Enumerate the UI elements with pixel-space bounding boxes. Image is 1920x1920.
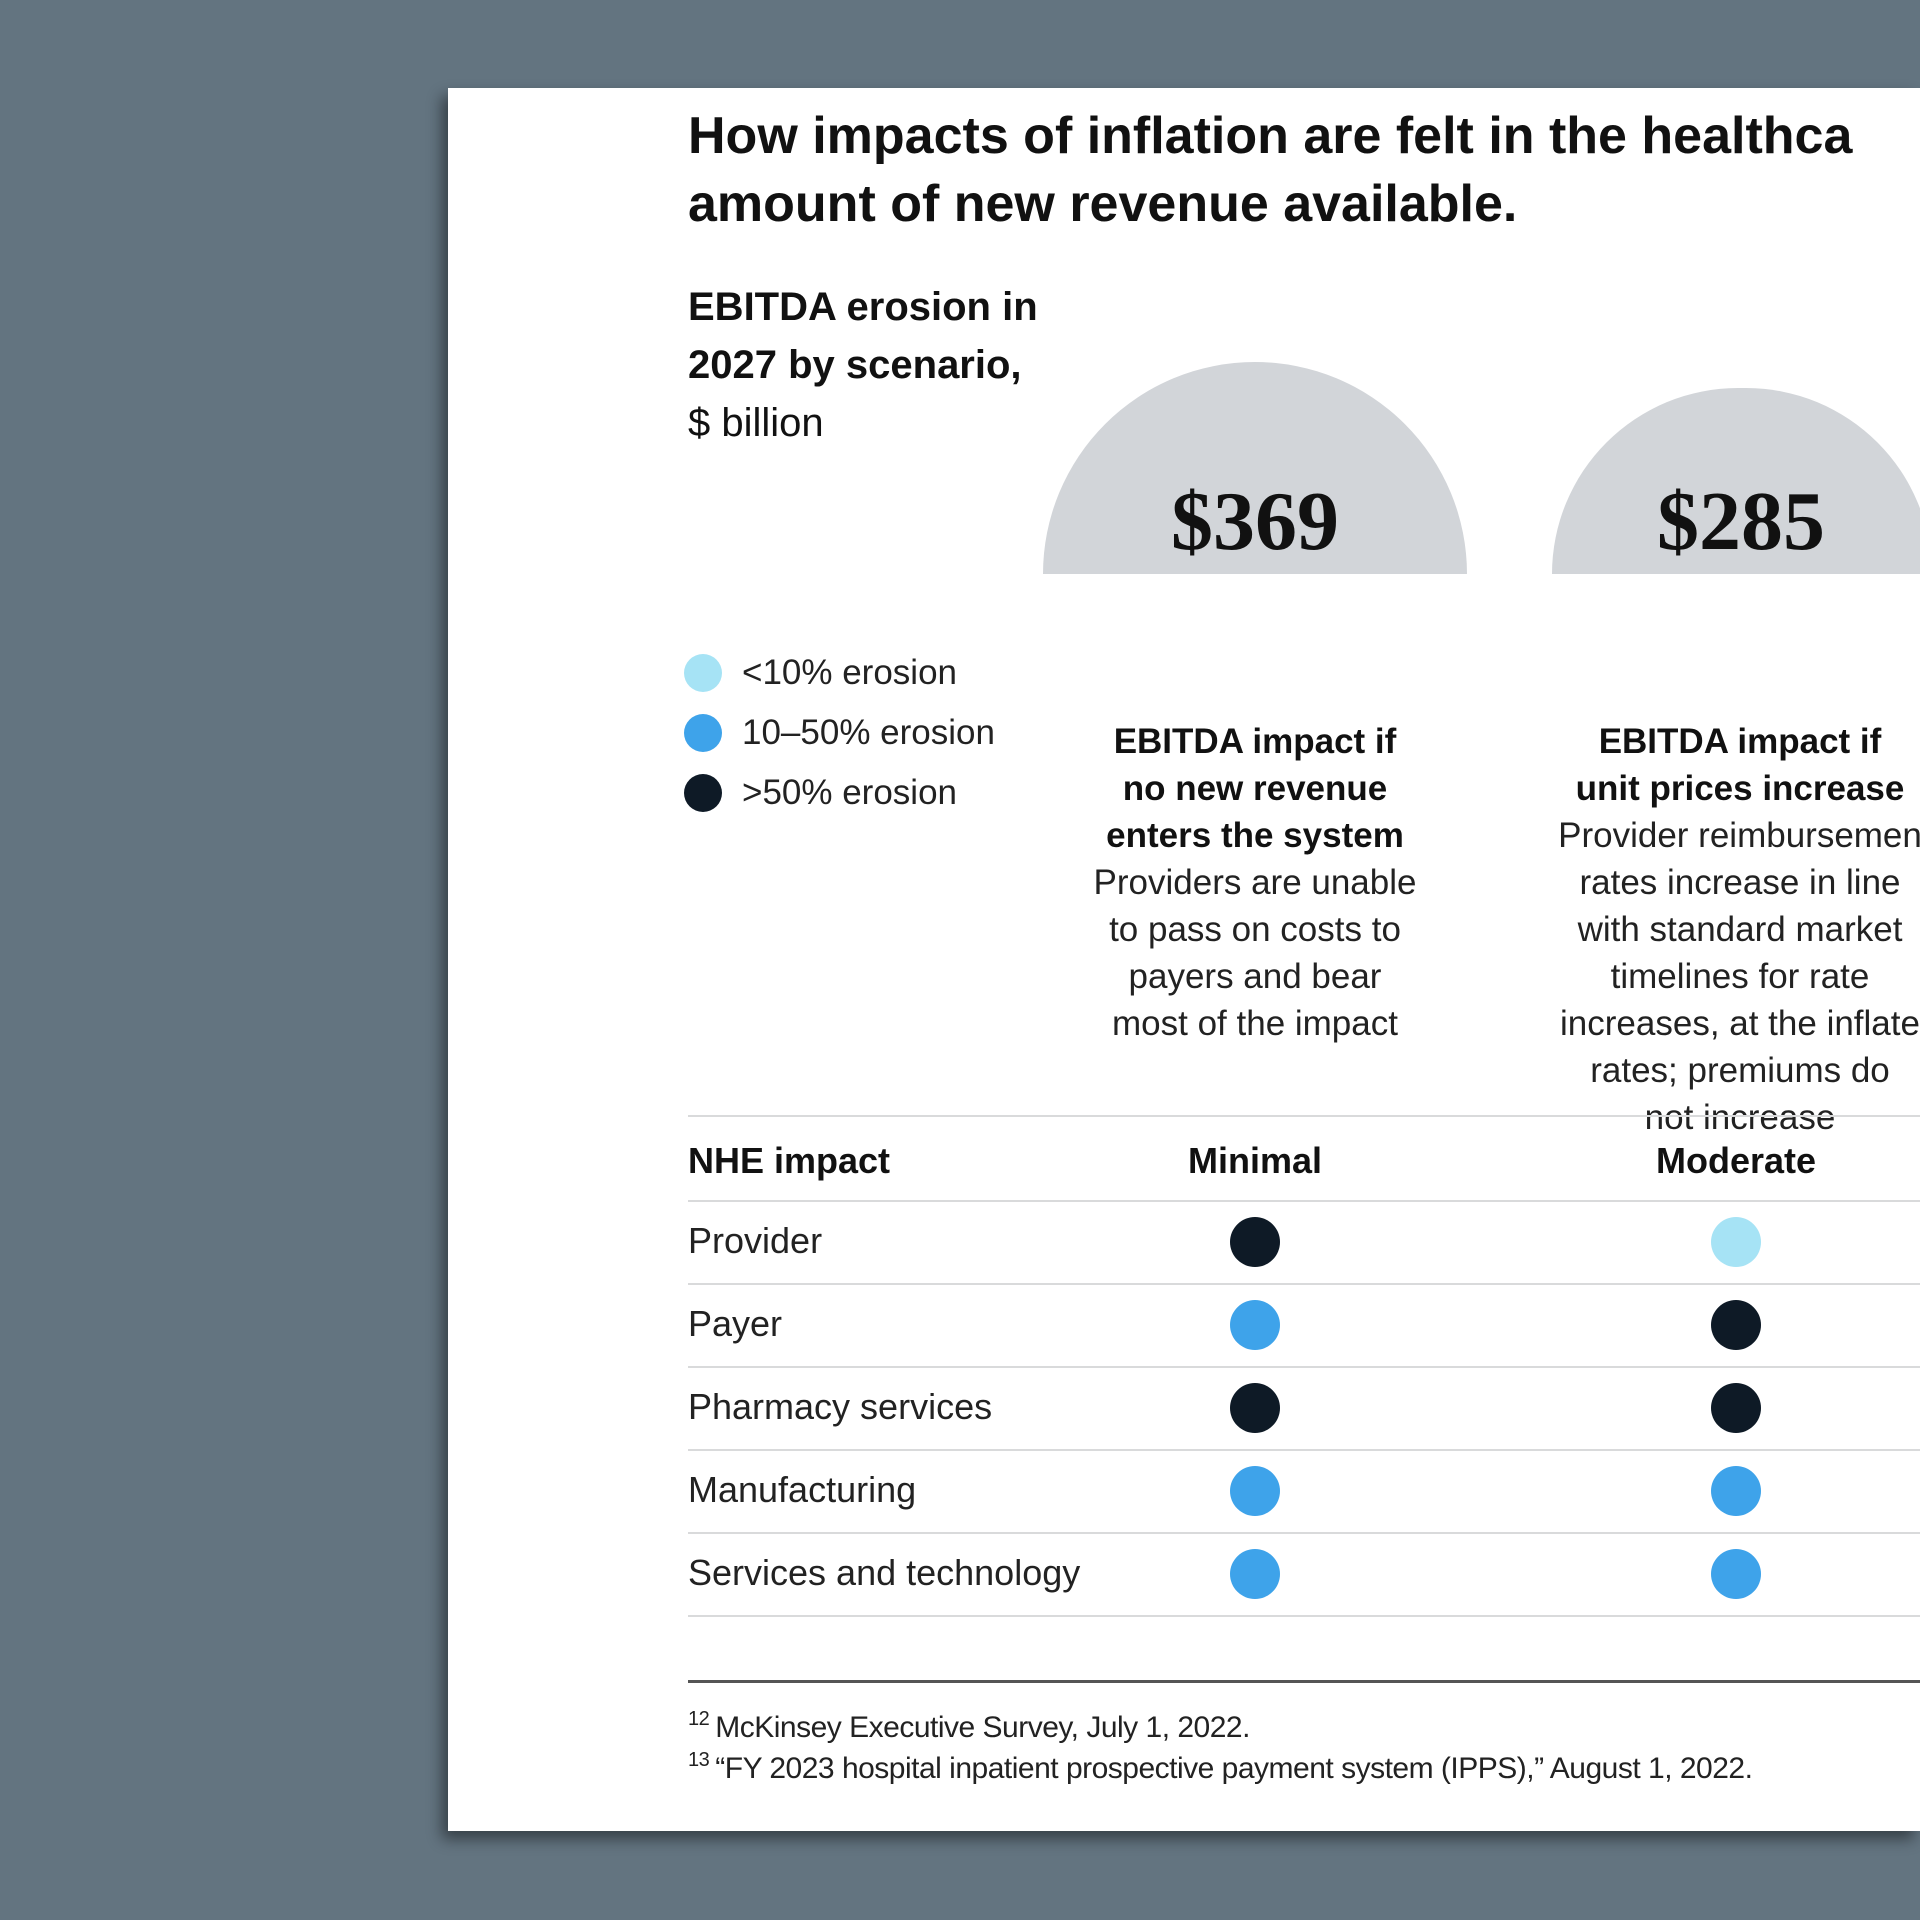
legend-label: 10–50% erosion xyxy=(742,713,995,752)
table-row-label: Pharmacy services xyxy=(688,1385,993,1427)
table-cell-dot-col2 xyxy=(1711,1548,1761,1599)
legend-label: <10% erosion xyxy=(742,653,958,692)
scenario-1-value: $369 xyxy=(1171,475,1339,568)
scenario-1-desc-line: to pass on costs to xyxy=(1109,910,1401,949)
table-cell-dot-col1 xyxy=(1230,1299,1280,1350)
chart-title-line-2: 2027 by scenario, xyxy=(688,343,1022,387)
legend-swatch-low xyxy=(684,654,722,692)
scenario-2-desc-line: with standard market xyxy=(1577,910,1903,949)
footnote-rule xyxy=(688,1680,1920,1683)
table-top-rule xyxy=(688,1115,1920,1117)
scenario-2-desc-line: timelines for rate xyxy=(1610,957,1870,996)
chart-title-unit: $ billion xyxy=(688,401,824,445)
scenario-2-desc-line: Provider reimbursemen xyxy=(1558,816,1920,855)
table-cell-dot-col2 xyxy=(1711,1382,1761,1433)
scenario-2-text: EBITDA impact if unit prices increase Pr… xyxy=(1520,718,1920,1141)
table-row-rule xyxy=(688,1283,1920,1285)
table-row-rule xyxy=(688,1532,1920,1534)
chart-title: EBITDA erosion in 2027 by scenario, $ bi… xyxy=(688,278,1038,452)
scenario-1-title-line: enters the system xyxy=(1106,816,1404,855)
headline-line-1: How impacts of inflation are felt in the… xyxy=(688,107,1853,165)
scenario-1-desc-line: payers and bear xyxy=(1128,957,1382,996)
table-row-rule xyxy=(688,1615,1920,1617)
table-cell-dot-col1 xyxy=(1230,1216,1280,1267)
legend-item: <10% erosion xyxy=(684,643,995,703)
footnote-number: 12 xyxy=(688,1708,710,1730)
table-cell-dot-col2 xyxy=(1711,1216,1761,1267)
table-row-label: Provider xyxy=(688,1219,823,1261)
table-row-rule xyxy=(688,1449,1920,1451)
table-cell-dot-col1 xyxy=(1230,1465,1280,1516)
legend: <10% erosion 10–50% erosion >50% erosion xyxy=(684,643,995,823)
legend-label: >50% erosion xyxy=(742,773,958,812)
table-cell-dot-col2 xyxy=(1711,1465,1761,1516)
table-header-minimal: Minimal xyxy=(1187,1140,1322,1181)
scenario-2-desc-line: rates; premiums do xyxy=(1590,1051,1890,1090)
legend-swatch-mid xyxy=(684,714,722,752)
footnote-12: 12 McKinsey Executive Survey, July 1, 202… xyxy=(688,1708,1250,1745)
legend-item: >50% erosion xyxy=(684,763,995,823)
scenario-1-text: EBITDA impact if no new revenue enters t… xyxy=(1043,718,1467,1047)
scenario-2-desc-line: not increase xyxy=(1644,1098,1836,1137)
chart-title-line-1: EBITDA erosion in xyxy=(688,285,1038,329)
scenario-2-title-line: EBITDA impact if xyxy=(1598,722,1882,761)
table-header-label: NHE impact xyxy=(688,1140,891,1181)
table-row-label: Manufacturing xyxy=(688,1468,917,1510)
scenario-1-desc-line: Providers are unable xyxy=(1093,863,1417,902)
table-cell-dot-col1 xyxy=(1230,1382,1280,1433)
scenario-1-title-line: no new revenue xyxy=(1122,769,1388,808)
document-page: How impacts of inflation are felt in the… xyxy=(448,88,1920,1831)
scenario-2-desc-line: increases, at the inflate xyxy=(1560,1004,1920,1043)
table-header-rule xyxy=(688,1200,1920,1202)
scenario-1-title-line: EBITDA impact if xyxy=(1113,722,1397,761)
footnote-text: McKinsey Executive Survey, July 1, 2022. xyxy=(715,1711,1250,1744)
table-row-label: Services and technology xyxy=(688,1551,1081,1593)
table-row-rule xyxy=(688,1366,1920,1368)
headline-line-2: amount of new revenue available. xyxy=(688,175,1518,233)
table-header-moderate: Moderate xyxy=(1655,1140,1817,1181)
headline: How impacts of inflation are felt in the… xyxy=(688,102,1920,238)
scenario-2-desc-line: rates increase in line xyxy=(1579,863,1901,902)
scenario-2-value: $285 xyxy=(1657,475,1825,568)
legend-swatch-high xyxy=(684,774,722,812)
table-row-label: Payer xyxy=(688,1302,783,1344)
footnote-number: 13 xyxy=(688,1749,710,1771)
scenario-1-desc-line: most of the impact xyxy=(1112,1004,1398,1043)
footnote-13: 13 “FY 2023 hospital inpatient prospectiv… xyxy=(688,1749,1753,1786)
legend-item: 10–50% erosion xyxy=(684,703,995,763)
table-cell-dot-col2 xyxy=(1711,1299,1761,1350)
table-cell-dot-col1 xyxy=(1230,1548,1280,1599)
footnote-text: “FY 2023 hospital inpatient prospective … xyxy=(715,1752,1753,1785)
scenario-2-title-line: unit prices increase xyxy=(1575,769,1905,808)
